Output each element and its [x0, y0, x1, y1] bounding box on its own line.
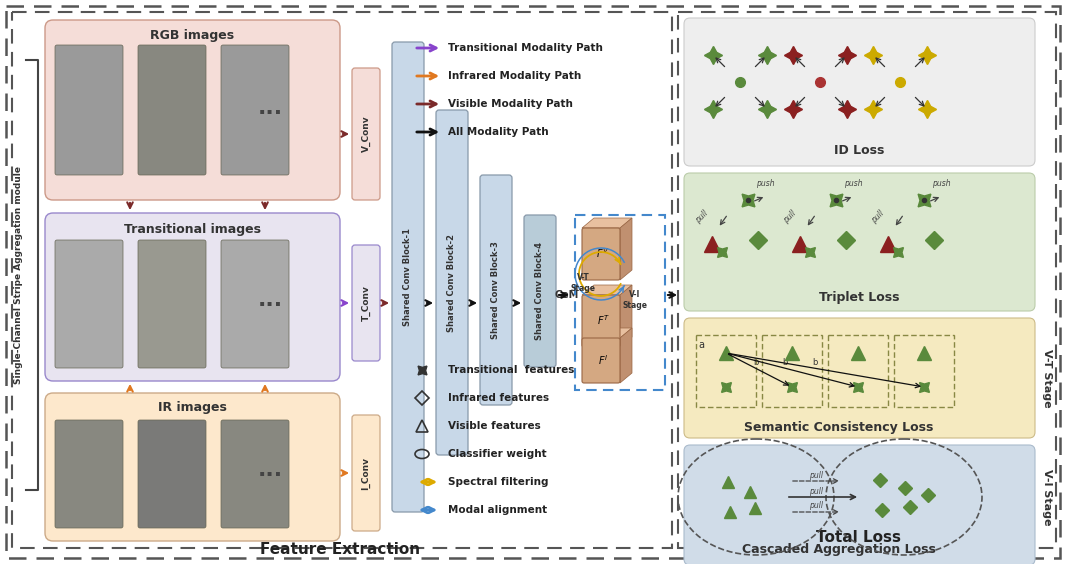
Bar	[762, 335, 822, 407]
Text: pull: pull	[870, 209, 886, 225]
FancyBboxPatch shape	[55, 240, 123, 368]
Text: pull: pull	[781, 209, 798, 225]
Text: pull: pull	[809, 501, 823, 510]
Polygon shape	[620, 328, 632, 383]
Text: Shared Conv Block-3: Shared Conv Block-3	[491, 241, 501, 339]
FancyBboxPatch shape	[138, 420, 206, 528]
Text: Modal alignment: Modal alignment	[448, 505, 547, 515]
Bar	[678, 12, 1056, 548]
Text: V-I
Stage: V-I Stage	[623, 290, 647, 310]
Text: a: a	[698, 340, 704, 350]
Text: Total Loss: Total Loss	[817, 530, 902, 544]
FancyBboxPatch shape	[352, 68, 379, 200]
FancyBboxPatch shape	[138, 45, 206, 175]
FancyBboxPatch shape	[524, 215, 556, 367]
FancyBboxPatch shape	[45, 20, 340, 200]
Text: V-T Stage: V-T Stage	[1041, 349, 1052, 407]
Bar	[696, 335, 756, 407]
Text: V_Conv: V_Conv	[361, 116, 371, 152]
Text: b: b	[753, 358, 758, 367]
Text: ID Loss: ID Loss	[834, 143, 884, 156]
FancyBboxPatch shape	[392, 42, 424, 512]
Text: Shared Conv Block-2: Shared Conv Block-2	[448, 234, 456, 332]
FancyBboxPatch shape	[480, 175, 512, 405]
Polygon shape	[582, 218, 632, 228]
Text: V-I Stage: V-I Stage	[1041, 469, 1052, 525]
Text: Shared Conv Block-1: Shared Conv Block-1	[404, 228, 413, 326]
Bar	[575, 215, 665, 390]
FancyBboxPatch shape	[221, 420, 289, 528]
Text: Classifier weight: Classifier weight	[448, 449, 547, 459]
Text: Triplet Loss: Triplet Loss	[819, 290, 900, 303]
Text: ...: ...	[257, 98, 282, 118]
FancyBboxPatch shape	[352, 415, 379, 531]
Text: RGB images: RGB images	[150, 29, 235, 42]
Polygon shape	[620, 218, 632, 280]
FancyBboxPatch shape	[582, 338, 620, 383]
Polygon shape	[582, 328, 632, 338]
FancyBboxPatch shape	[352, 245, 379, 361]
Text: Infrared features: Infrared features	[448, 393, 549, 403]
Text: Transitional images: Transitional images	[124, 223, 260, 236]
FancyBboxPatch shape	[582, 228, 620, 280]
Text: Visible Modality Path: Visible Modality Path	[448, 99, 572, 109]
Text: push: push	[843, 179, 862, 188]
Text: Semantic Consistency Loss: Semantic Consistency Loss	[744, 421, 934, 434]
Text: GeM: GeM	[555, 290, 579, 300]
Text: b: b	[812, 358, 818, 367]
Text: pull: pull	[809, 487, 823, 496]
FancyBboxPatch shape	[221, 240, 289, 368]
Text: $F^V$: $F^V$	[596, 246, 610, 260]
Bar	[894, 335, 954, 407]
Text: Spectral filtering: Spectral filtering	[448, 477, 549, 487]
Bar	[828, 335, 888, 407]
Text: Feature Extraction: Feature Extraction	[260, 543, 420, 557]
Bar	[12, 12, 672, 548]
Polygon shape	[620, 285, 632, 347]
Text: push: push	[932, 179, 950, 188]
Text: Shared Conv Block-4: Shared Conv Block-4	[535, 242, 545, 340]
FancyBboxPatch shape	[684, 318, 1035, 438]
FancyBboxPatch shape	[221, 45, 289, 175]
Polygon shape	[582, 285, 632, 295]
Text: Infrared Modality Path: Infrared Modality Path	[448, 71, 581, 81]
Text: $F^T$: $F^T$	[597, 313, 610, 327]
Text: pull: pull	[809, 470, 823, 479]
Text: I_Conv: I_Conv	[361, 456, 371, 490]
FancyBboxPatch shape	[684, 445, 1035, 564]
FancyBboxPatch shape	[45, 213, 340, 381]
Text: T_Conv: T_Conv	[361, 285, 371, 321]
FancyBboxPatch shape	[582, 295, 620, 347]
FancyBboxPatch shape	[684, 173, 1035, 311]
Text: push: push	[756, 179, 774, 188]
Text: Transitional Modality Path: Transitional Modality Path	[448, 43, 603, 53]
FancyBboxPatch shape	[436, 110, 468, 455]
FancyBboxPatch shape	[55, 420, 123, 528]
Text: V-T
Stage: V-T Stage	[570, 274, 596, 293]
FancyBboxPatch shape	[55, 45, 123, 175]
Text: IR images: IR images	[158, 402, 226, 415]
Text: Visible features: Visible features	[448, 421, 540, 431]
Text: b: b	[782, 358, 788, 367]
Text: Single-Channel Stripe Aggregation module: Single-Channel Stripe Aggregation module	[15, 166, 23, 384]
Text: All Modality Path: All Modality Path	[448, 127, 549, 137]
Text: ...: ...	[257, 460, 282, 480]
FancyBboxPatch shape	[45, 393, 340, 541]
Text: ...: ...	[257, 290, 282, 310]
Text: Cascaded Aggregation Loss: Cascaded Aggregation Loss	[742, 544, 936, 557]
FancyBboxPatch shape	[684, 18, 1035, 166]
Text: Transitional  features: Transitional features	[448, 365, 575, 375]
Text: $F^I$: $F^I$	[598, 353, 608, 367]
FancyBboxPatch shape	[138, 240, 206, 368]
Text: pull: pull	[694, 209, 710, 225]
